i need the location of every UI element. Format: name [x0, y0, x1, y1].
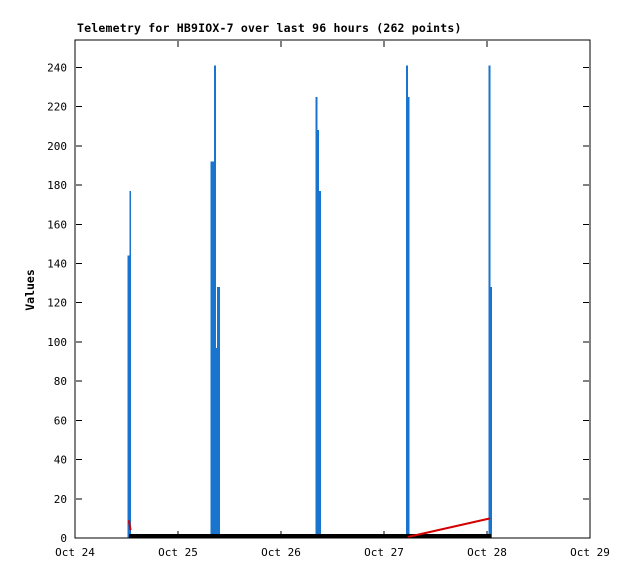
series-layer [127, 65, 493, 539]
telemetry-spike [406, 96, 410, 539]
y-tick-label: 60 [54, 414, 67, 427]
x-tick-label: Oct 26 [261, 546, 301, 559]
telemetry-spike [489, 287, 493, 538]
series-red-channel-rising [407, 517, 491, 538]
series-line-red-channel-mark [127, 520, 132, 531]
y-tick-label: 140 [47, 258, 67, 271]
x-tick-label: Oct 27 [364, 546, 404, 559]
telemetry-spike [217, 287, 221, 538]
y-tick-label: 100 [47, 336, 67, 349]
x-axis-ticks: Oct 24 Oct 25 Oct 26 Oct 27 Oct 28 Oct 29 [55, 41, 610, 559]
y-tick-label: 120 [47, 297, 67, 310]
telemetry-spike [129, 190, 131, 538]
series-red-channel-mark [127, 520, 132, 531]
y-tick-label: 40 [54, 454, 67, 467]
series-line-red-channel-rising [407, 517, 491, 538]
telemetry-spike [127, 255, 131, 539]
y-tick-label: 180 [47, 179, 67, 192]
y-tick-label: 200 [47, 140, 67, 153]
telemetry-spike [215, 347, 219, 538]
x-tick-label: Oct 25 [158, 546, 198, 559]
telemetry-spike [316, 190, 322, 538]
axes-layer [74, 39, 591, 539]
y-axis-ticks: 0 20 40 60 80 100 120 140 160 180 200 220 240 [47, 61, 589, 545]
y-tick-label: 0 [60, 532, 67, 545]
x-tick-label: Oct 29 [570, 546, 610, 559]
y-tick-label: 220 [47, 101, 67, 114]
telemetry-spike [210, 161, 215, 538]
series-telemetry-values-spikes [127, 65, 493, 539]
telemetry-spike [214, 65, 217, 539]
y-tick-label: 240 [47, 61, 67, 74]
y-tick-label: 160 [47, 218, 67, 231]
y-tick-label: 80 [54, 375, 67, 388]
x-tick-label: Oct 28 [467, 546, 507, 559]
plot-border [74, 39, 591, 539]
chart-title: Telemetry for HB9IOX-7 over last 96 hour… [77, 21, 462, 35]
x-tick-label: Oct 24 [55, 546, 95, 559]
y-tick-label: 20 [54, 493, 67, 506]
